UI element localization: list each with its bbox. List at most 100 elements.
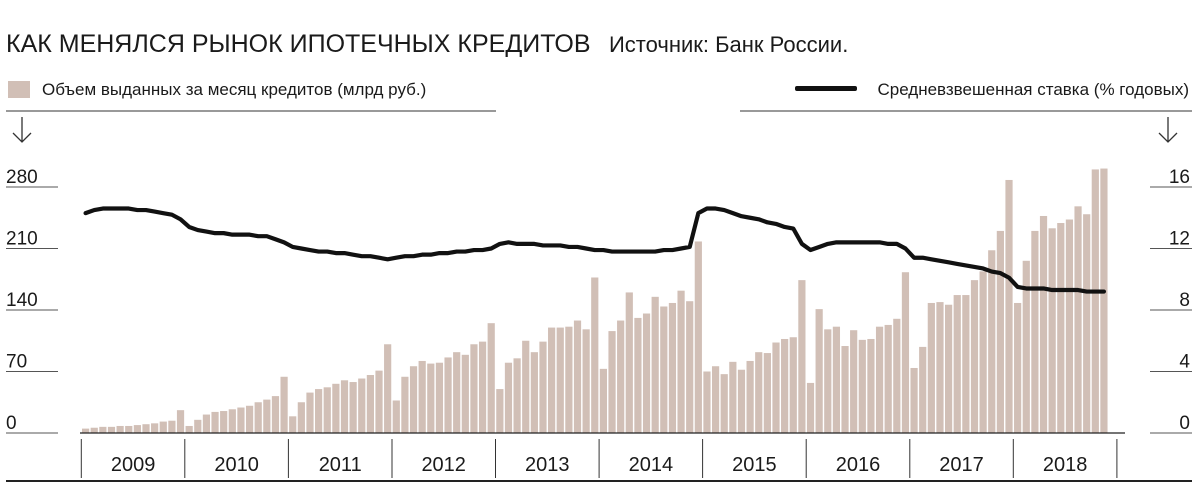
year-label: 2011 [319, 454, 362, 476]
bar [901, 272, 910, 433]
bar [435, 362, 444, 433]
bar [910, 367, 918, 433]
bar [1039, 215, 1048, 433]
bar [694, 241, 702, 433]
bar [116, 425, 124, 433]
bar [668, 302, 677, 433]
left-tick-label: 280 [6, 167, 38, 188]
bar [927, 302, 935, 433]
bar [245, 405, 254, 433]
bar [858, 339, 866, 433]
bar [625, 292, 633, 433]
bar [427, 363, 435, 433]
bar [82, 428, 90, 433]
bar [142, 424, 150, 433]
bar [453, 352, 461, 433]
bar [280, 376, 288, 433]
bar [1048, 228, 1056, 433]
bar [850, 330, 858, 433]
chart-source: Источник: Банк России. [608, 32, 849, 57]
bar [548, 327, 556, 433]
bar [729, 361, 737, 433]
bar [315, 389, 323, 433]
bar [824, 329, 832, 433]
bar [1083, 214, 1091, 433]
year-label: 2009 [111, 454, 156, 476]
bar [781, 338, 789, 433]
bar [651, 296, 659, 433]
bar [522, 340, 530, 433]
bar [202, 414, 211, 433]
rate-line [83, 206, 1107, 294]
bar [1091, 169, 1099, 433]
bar [996, 230, 1004, 433]
bar [642, 313, 651, 433]
bar [556, 327, 564, 433]
bar [185, 425, 193, 433]
bar [1022, 260, 1030, 433]
chart-title: КАК МЕНЯЛСЯ РЫНОК ИПОТЕЧНЫХ КРЕДИТОВ [6, 30, 591, 58]
bar [384, 344, 392, 433]
bar [151, 423, 159, 433]
bar [289, 416, 297, 433]
bars-series [82, 168, 1108, 434]
bar [867, 338, 875, 433]
bar [90, 427, 98, 433]
bar [737, 369, 746, 433]
right-tick-label: 8 [1179, 290, 1190, 311]
bar [1100, 168, 1108, 434]
bar [582, 329, 590, 433]
bars-swatch-icon [8, 81, 30, 98]
bar [133, 425, 141, 433]
bar [366, 375, 374, 433]
bar [686, 301, 694, 433]
bar [875, 326, 884, 433]
bar [677, 290, 685, 433]
bar [530, 352, 538, 433]
line-swatch-icon [795, 86, 858, 91]
bar [159, 421, 167, 433]
bar [254, 402, 262, 433]
year-label: 2012 [421, 454, 466, 476]
bar [893, 318, 901, 433]
bar [478, 341, 487, 433]
bar [107, 426, 116, 433]
bar [772, 342, 780, 433]
bar [660, 306, 668, 433]
right-tick-label: 16 [1169, 167, 1190, 188]
right-tick-label: 0 [1179, 413, 1190, 434]
bar [297, 402, 305, 433]
bar [237, 407, 245, 433]
legend-line: Средневзвешенная ставка (% годовых) [795, 80, 1189, 100]
bar [1014, 302, 1022, 433]
bar [988, 250, 996, 433]
bar [565, 326, 573, 433]
bar [211, 411, 219, 433]
bar [1057, 223, 1065, 433]
bar [953, 295, 961, 433]
bar [798, 280, 806, 433]
legend-line-label: Средневзвешенная ставка (% годовых) [877, 80, 1189, 99]
bar [815, 309, 823, 433]
bar [358, 378, 366, 433]
bar [306, 392, 314, 433]
bar [1031, 230, 1039, 433]
bar [461, 354, 469, 433]
bar [755, 352, 763, 433]
bar [936, 302, 944, 433]
bar [962, 295, 970, 433]
bar [194, 419, 202, 433]
bar [1074, 206, 1082, 433]
bar [513, 358, 521, 433]
bar [401, 376, 409, 433]
legend-bars-label: Объем выданных за месяц кредитов (млрд р… [42, 80, 427, 99]
bar [375, 370, 383, 433]
bar [271, 396, 280, 433]
chart-header: КАК МЕНЯЛСЯ РЫНОК ИПОТЕЧНЫХ КРЕДИТОВ Ист… [6, 30, 848, 59]
bar [220, 411, 228, 433]
bar [970, 280, 979, 433]
bar [763, 353, 771, 433]
bar [444, 357, 452, 433]
bar [919, 346, 927, 433]
